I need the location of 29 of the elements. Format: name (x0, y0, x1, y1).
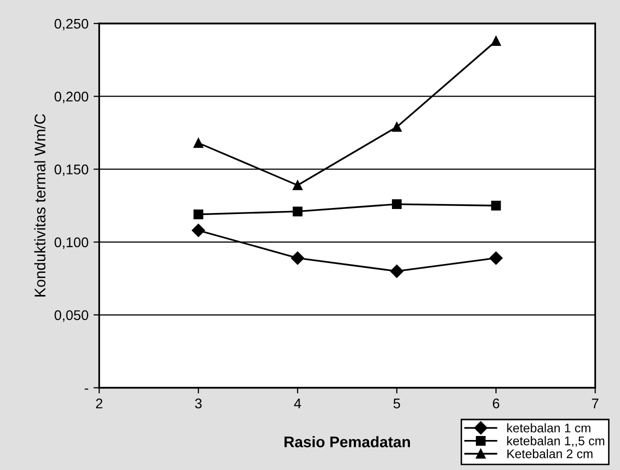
point (390, 264, 404, 278)
point (491, 36, 501, 46)
legend-label: ketebalan 1,,5 cm (507, 436, 604, 447)
point (194, 138, 204, 148)
point (291, 251, 304, 265)
x-tick-label: 4 (294, 398, 302, 408)
x-tick-label: 6 (492, 398, 500, 408)
y-axis-title: Konduktivitas termal Wm/C (34, 114, 46, 296)
point (194, 210, 204, 220)
x-tick-label: 5 (393, 398, 400, 408)
y-tick-label: 0,250 (54, 18, 88, 30)
x-tick-label: 2 (96, 398, 102, 408)
x-tick-label: 7 (592, 398, 598, 408)
y-tick-label: 0,150 (54, 164, 88, 176)
x-tick-label: 3 (195, 398, 202, 408)
point (392, 122, 402, 132)
legend-label: ketebalan 1 cm (507, 423, 590, 432)
point (491, 200, 501, 210)
y-tick-label: - (84, 388, 88, 390)
legend-label: Ketebalan 2 cm (507, 449, 592, 458)
y-tick-label: 0,050 (54, 310, 88, 322)
point (489, 251, 503, 265)
x-axis-title: Rasio Pemadatan (284, 436, 410, 448)
point (292, 206, 302, 216)
y-tick-label: 0,200 (54, 92, 88, 104)
point (392, 199, 402, 210)
y-tick-label: 0,100 (54, 237, 88, 249)
point (192, 224, 205, 237)
point (292, 180, 302, 190)
